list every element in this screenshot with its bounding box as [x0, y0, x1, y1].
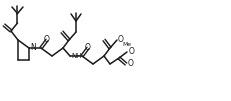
Text: O: O: [127, 59, 133, 68]
Text: Me: Me: [122, 42, 131, 46]
Text: O: O: [44, 35, 50, 44]
Text: O: O: [128, 47, 134, 56]
Text: N: N: [30, 44, 36, 53]
Text: NH: NH: [71, 53, 82, 59]
Text: O: O: [117, 35, 123, 45]
Text: O: O: [85, 43, 91, 52]
